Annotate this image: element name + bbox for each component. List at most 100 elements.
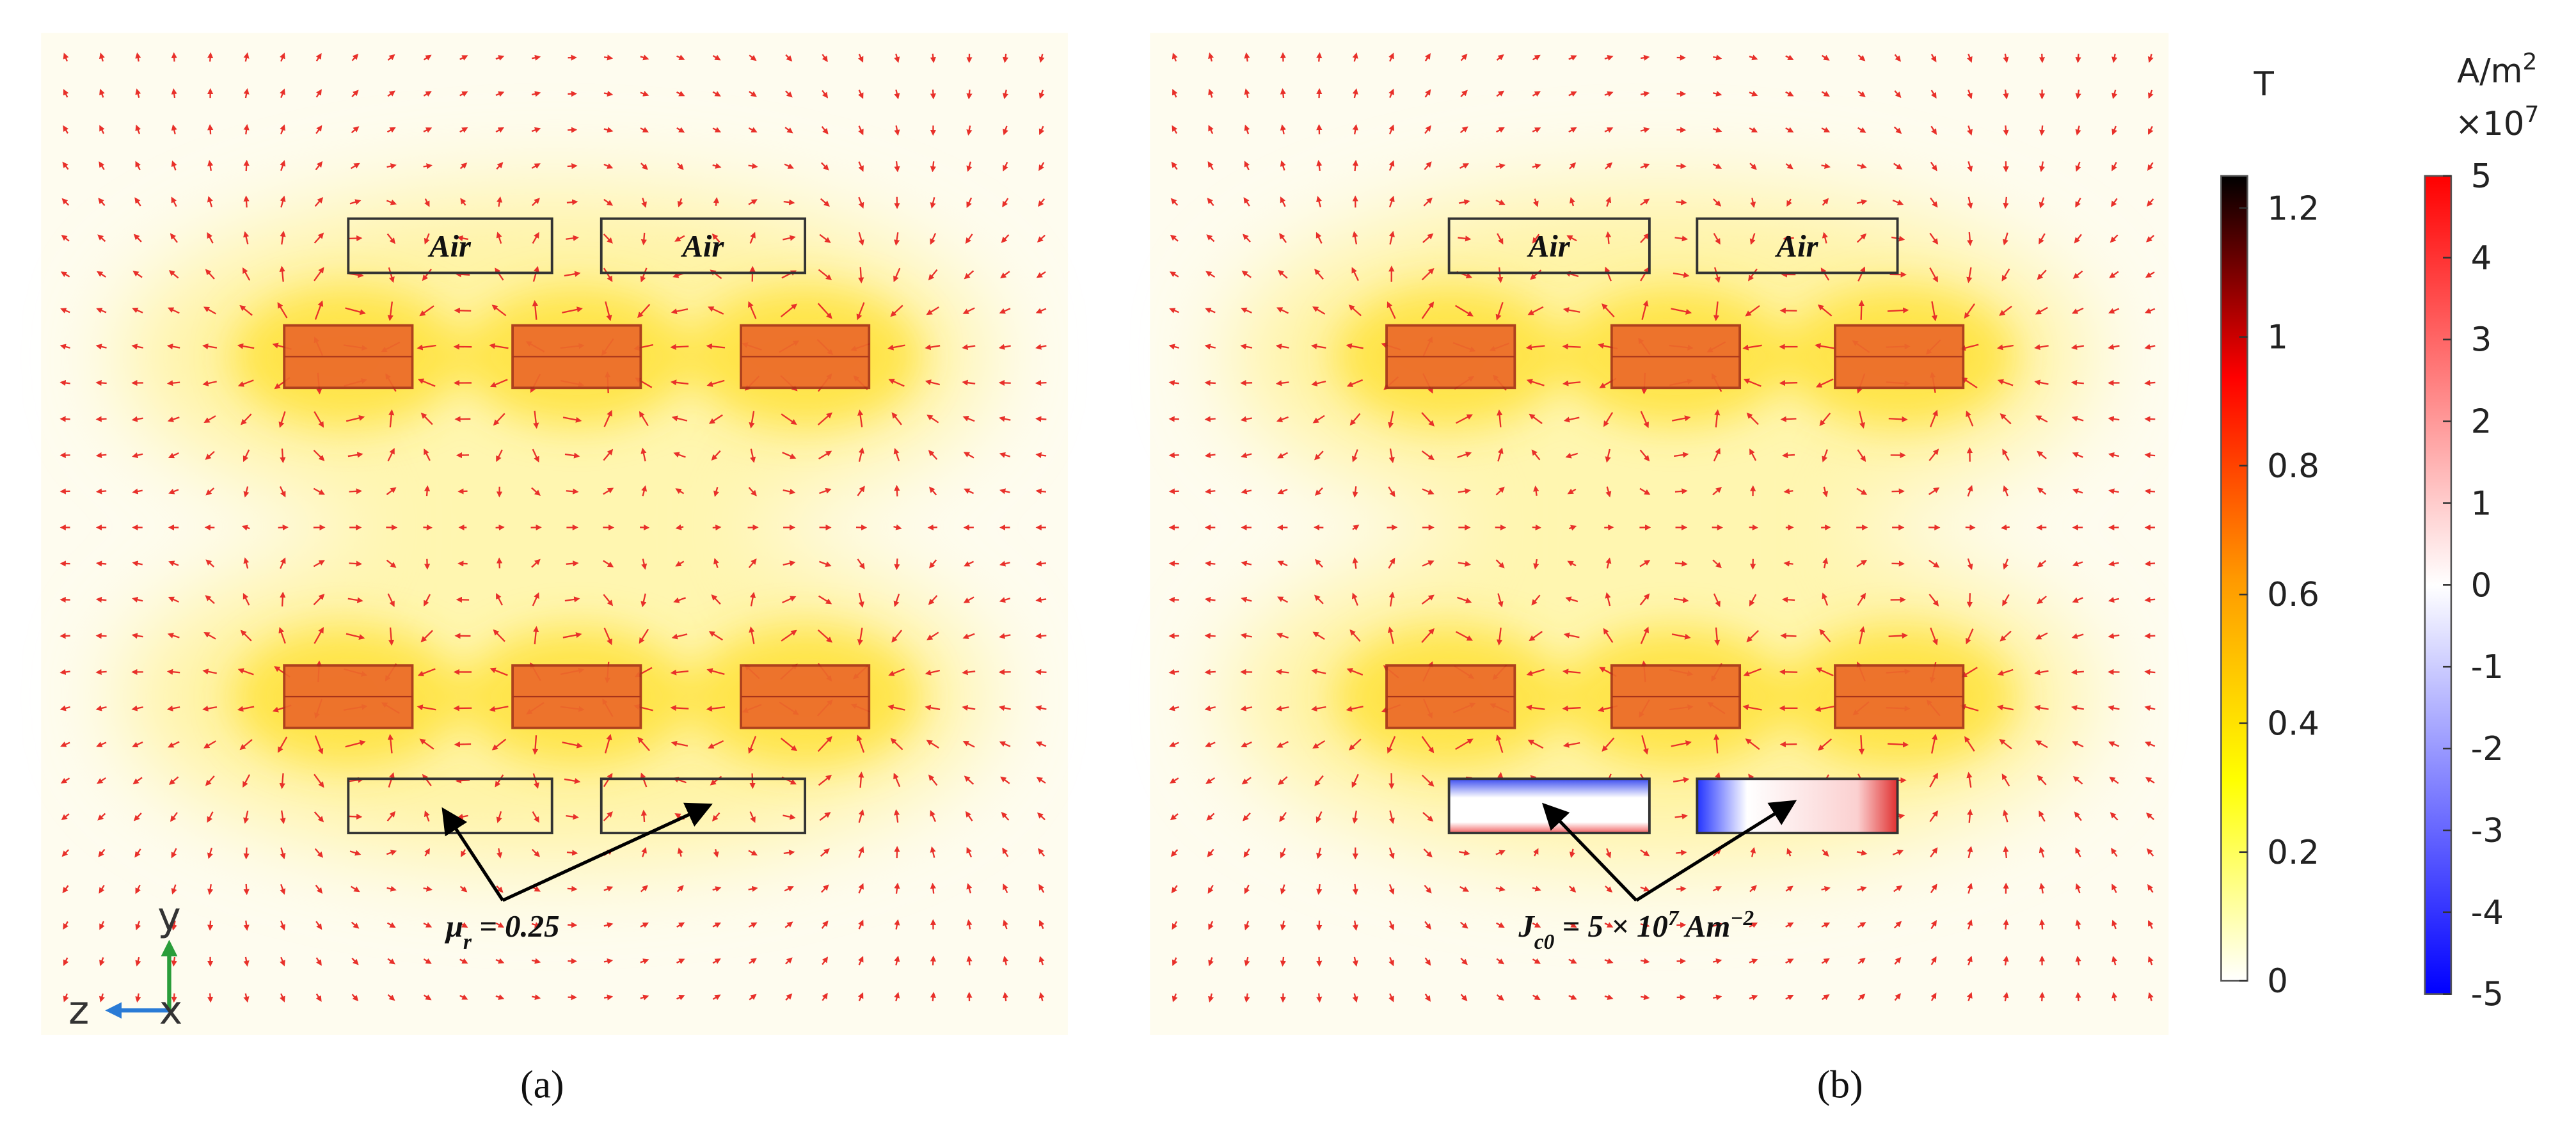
field-arrow	[280, 160, 286, 171]
field-arrow	[564, 271, 581, 277]
field-arrow	[1388, 195, 1395, 208]
field-arrow	[928, 595, 938, 605]
field-arrow	[532, 592, 539, 607]
field-arrow	[280, 993, 285, 1003]
field-arrow	[2001, 524, 2010, 530]
field-arrow	[278, 411, 286, 428]
field-arrow	[351, 53, 359, 61]
field-arrow	[1496, 922, 1505, 928]
field-arrow	[1204, 452, 1216, 459]
field-arrow	[999, 416, 1011, 422]
field-arrow	[893, 772, 901, 788]
field-arrow	[347, 597, 363, 603]
unit-sup: 2	[2523, 49, 2538, 75]
field-arrow	[459, 91, 468, 97]
field-arrow	[817, 736, 832, 752]
field-arrow	[459, 127, 468, 133]
field-arrow	[1780, 416, 1797, 422]
field-arrow	[132, 596, 143, 603]
field-arrow	[417, 344, 436, 351]
field-arrow	[1172, 52, 1178, 62]
field-arrow	[424, 233, 430, 245]
field-arrow	[1316, 232, 1323, 244]
field-arrow	[349, 813, 363, 820]
field-arrow	[676, 91, 685, 97]
field-arrow	[966, 197, 973, 209]
field-arrow	[166, 669, 180, 675]
multiplier-sup: 7	[2524, 101, 2539, 127]
field-arrow	[1035, 344, 1047, 350]
field-arrow	[496, 232, 502, 244]
field-arrow	[1496, 54, 1504, 61]
field-arrow	[676, 958, 685, 964]
field-arrow	[1497, 233, 1504, 245]
field-arrow	[1314, 775, 1324, 787]
field-arrow	[676, 127, 685, 133]
field-arrow	[1002, 198, 1009, 208]
field-arrow	[419, 305, 434, 317]
field-arrow	[1424, 993, 1431, 1002]
field-arrow	[386, 559, 397, 568]
field-arrow	[205, 450, 215, 460]
panel-label: (a)	[520, 1063, 564, 1106]
field-arrow	[926, 631, 939, 640]
field-arrow	[1172, 921, 1178, 930]
field-arrow	[1348, 305, 1362, 317]
field-arrow	[205, 269, 215, 280]
field-arrow	[349, 199, 362, 205]
field-arrow	[1170, 813, 1179, 821]
field-arrow	[1780, 633, 1797, 639]
field-arrow	[1455, 738, 1474, 750]
field-arrow	[243, 486, 250, 498]
field-arrow	[387, 734, 394, 754]
field-arrow	[314, 300, 324, 320]
field-arrow	[135, 124, 141, 134]
field-arrow	[1497, 593, 1504, 608]
field-arrow	[132, 307, 143, 313]
field-arrow	[1035, 452, 1047, 459]
field-arrow	[784, 163, 794, 169]
field-arrow	[423, 91, 432, 97]
field-arrow	[928, 559, 937, 569]
field-arrow	[455, 777, 470, 784]
colorbar-multiplier: ×107	[2455, 101, 2539, 143]
field-arrow	[1206, 234, 1215, 242]
field-arrow	[387, 301, 394, 321]
field-arrow	[1240, 705, 1253, 711]
field-arrow	[60, 344, 70, 350]
field-arrow	[168, 560, 179, 567]
field-arrow	[1038, 198, 1046, 207]
field-arrow	[1241, 488, 1252, 495]
field-arrow	[1241, 596, 1252, 603]
field-arrow	[315, 89, 322, 98]
field-arrow	[966, 125, 973, 136]
field-arrow	[893, 524, 902, 530]
field-arrow	[1036, 777, 1046, 784]
field-arrow	[239, 305, 253, 316]
field-arrow	[205, 488, 215, 496]
field-arrow	[278, 627, 286, 644]
field-arrow	[1421, 412, 1435, 427]
field-arrow	[1348, 738, 1362, 750]
field-arrow	[97, 813, 106, 821]
field-arrow	[62, 885, 69, 894]
unit-part: A/m	[2457, 52, 2522, 91]
field-arrow	[966, 846, 973, 858]
field-arrow	[1421, 268, 1435, 281]
field-arrow	[99, 161, 105, 170]
field-arrow	[637, 303, 651, 319]
field-arrow	[1352, 884, 1358, 896]
field-arrow	[167, 632, 180, 638]
field-arrow	[1278, 776, 1288, 786]
field-arrow	[313, 488, 325, 495]
field-arrow	[1168, 705, 1180, 711]
field-arrow	[999, 560, 1010, 567]
field-arrow	[496, 557, 503, 569]
field-arrow	[785, 957, 793, 965]
field-arrow	[60, 271, 70, 278]
field-arrow	[1003, 955, 1009, 965]
field-arrow	[424, 810, 430, 822]
field-arrow	[926, 415, 939, 424]
field-arrow	[62, 161, 69, 170]
field-arrow	[1457, 596, 1472, 604]
